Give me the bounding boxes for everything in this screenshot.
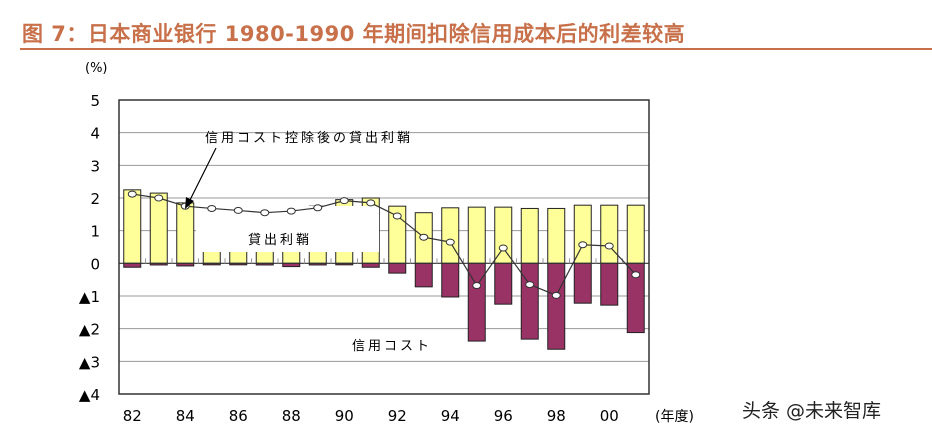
net-margin-point (525, 281, 535, 289)
net-margin-point (260, 209, 270, 217)
x-tick-labels: 82 84 86 88 90 92 94 96 98 00 (123, 407, 619, 425)
bar-loan-margin (626, 204, 645, 264)
x-tick-label: 88 (282, 407, 301, 425)
bar-loan-margin (149, 192, 168, 264)
bar-loan-margin (573, 204, 592, 264)
bar-credit-cost (600, 262, 619, 306)
y-tick-label: 2 (90, 190, 100, 208)
bar-loan-margin (176, 202, 195, 264)
x-tick-label: 86 (229, 407, 248, 425)
y-tick-label: 4 (90, 125, 100, 143)
bar-loan-margin (547, 207, 566, 264)
bar-credit-cost (573, 262, 592, 304)
x-tick-label: 82 (123, 407, 142, 425)
y-tick-label: 1 (90, 223, 100, 241)
bar-credit-cost (547, 262, 566, 350)
net-margin-point (154, 194, 164, 202)
x-tick-label: 00 (600, 407, 619, 425)
net-margin-point (233, 206, 243, 214)
net-margin-point (578, 241, 588, 249)
net-margin-point (498, 244, 508, 252)
y-tick-label: ▲4 (79, 386, 100, 404)
bar-credit-cost (414, 262, 433, 288)
net-margin-point (392, 212, 402, 220)
net-margin-point (366, 199, 376, 207)
x-axis-unit: (年度) (655, 409, 694, 425)
bar-loan-margin (494, 206, 513, 264)
x-tick-label: 98 (547, 407, 566, 425)
y-tick-label: 0 (90, 255, 100, 273)
net-margin-point (313, 204, 323, 212)
line-series (127, 190, 641, 299)
x-tick-label: 96 (494, 407, 513, 425)
figure-title: 图 7：日本商业银行 1980-1990 年期间扣除信用成本后的利差较高 (22, 22, 686, 46)
net-margin-point (127, 190, 137, 198)
y-axis-unit: (%) (85, 61, 108, 76)
annotation-arrow (188, 147, 217, 203)
bar-loan-margin (123, 189, 142, 264)
net-margin-point (551, 291, 561, 299)
net-margin-point (445, 238, 455, 246)
bar-loan-margin (441, 207, 460, 264)
x-tick-label: 94 (441, 407, 460, 425)
annotation-net-margin: 信用コスト控除後の貸出利鞘 (205, 130, 413, 146)
y-tick-label: 3 (90, 157, 100, 175)
bar-credit-cost (441, 262, 460, 298)
net-margin-point (419, 233, 429, 241)
y-tick-labels: 5 4 3 2 1 0 ▲1 ▲2 ▲3 ▲4 (79, 92, 100, 404)
label-backdrop (196, 206, 379, 252)
bar-loan-margin (600, 204, 619, 264)
bar-loan-margin (520, 207, 539, 264)
x-tick-label: 92 (388, 407, 407, 425)
net-margin-point (286, 207, 296, 215)
x-tick-label: 90 (335, 407, 354, 425)
net-margin-point (604, 242, 614, 250)
x-tick-label: 84 (176, 407, 195, 425)
arrow-head-icon (185, 197, 194, 209)
bar-credit-cost (520, 262, 539, 340)
net-margin-point (472, 282, 482, 290)
bar-loan-margin (467, 206, 486, 264)
plot-border (118, 99, 650, 395)
net-margin-point (339, 197, 349, 205)
annotation-loan-margin: 貸出利鞘 (248, 232, 312, 248)
bar-credit-cost (494, 262, 513, 305)
y-tick-label: 5 (90, 92, 100, 110)
bar-credit-cost (388, 262, 407, 274)
y-tick-label: ▲2 (79, 321, 100, 339)
title-underline (20, 48, 932, 50)
y-tick-label: ▲3 (79, 353, 100, 371)
net-margin-point (207, 204, 217, 212)
annotation-credit-cost: 信用コスト (352, 339, 432, 354)
watermark: 头条 @未来智库 (742, 400, 882, 422)
y-tick-label: ▲1 (79, 288, 100, 306)
net-margin-point (631, 271, 641, 279)
